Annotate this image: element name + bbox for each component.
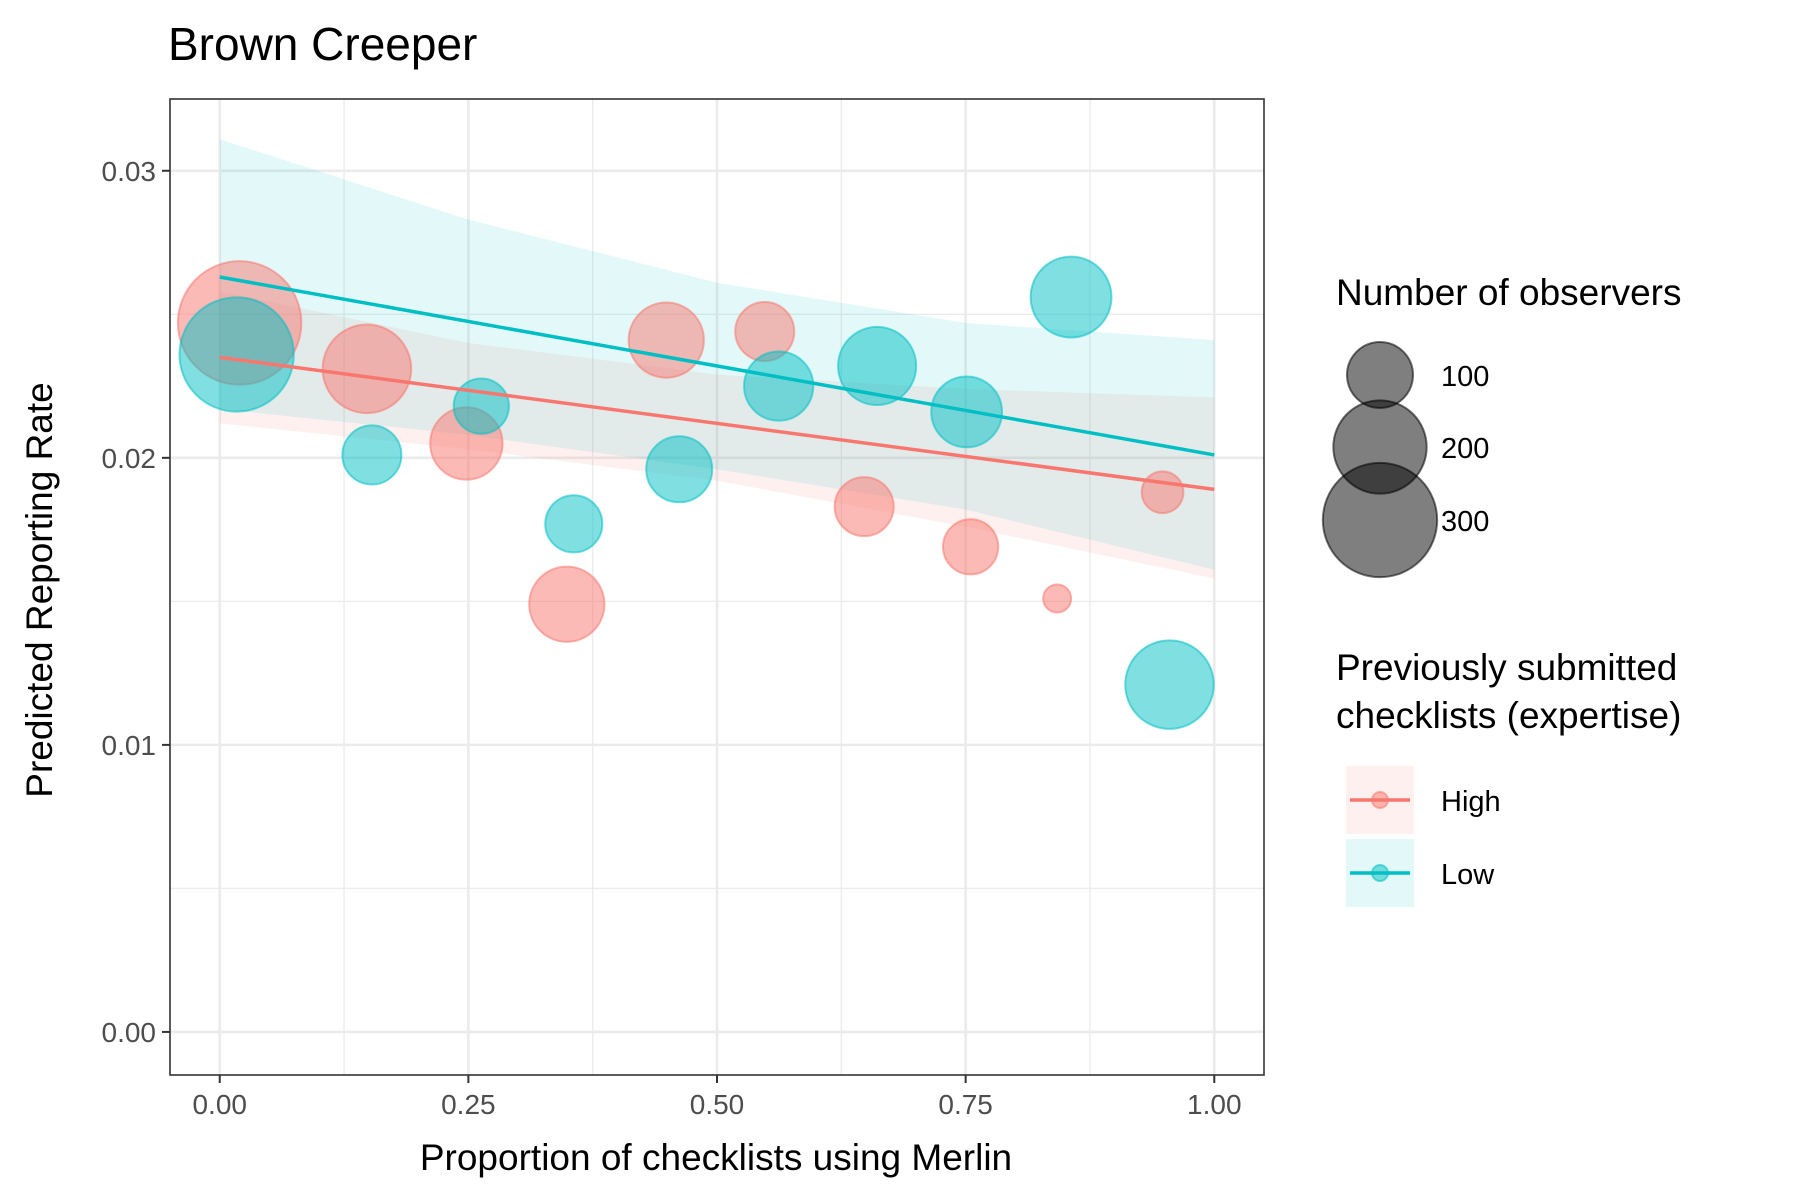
y-tick-label: 0.01	[102, 730, 157, 761]
y-axis-title: Predicted Reporting Rate	[19, 382, 60, 797]
x-tick-label: 1.00	[1187, 1089, 1242, 1120]
data-point-low	[178, 296, 295, 413]
data-point-low	[1029, 255, 1113, 339]
color-legend-title-line-1: Previously submitted	[1336, 647, 1677, 688]
color-legend-label: High	[1441, 786, 1501, 818]
size-legend-key	[1321, 461, 1439, 579]
color-legend-key-point	[1371, 791, 1389, 809]
data-point-low	[743, 350, 815, 422]
data-point-low	[341, 424, 403, 486]
chart-title: Brown Creeper	[168, 18, 477, 70]
y-tick-label: 0.02	[102, 443, 157, 474]
x-tick-label: 0.00	[192, 1089, 247, 1120]
x-tick-label: 0.50	[690, 1089, 745, 1120]
data-point-low	[544, 494, 604, 554]
size-legend-key	[1346, 341, 1414, 409]
color-legend-key-point	[1371, 864, 1389, 882]
x-tick-label: 0.25	[441, 1089, 496, 1120]
trend-line-low	[219, 275, 1215, 457]
data-point-low	[452, 377, 510, 435]
data-point-high	[1042, 583, 1073, 614]
data-point-high	[627, 301, 705, 379]
data-point-high	[833, 476, 895, 538]
data-point-high	[1140, 470, 1185, 515]
data-point-low	[1124, 639, 1215, 730]
x-tick-label: 0.75	[938, 1089, 993, 1120]
data-point-low	[645, 435, 714, 504]
data-point-high	[321, 323, 413, 415]
data-point-high	[941, 518, 1000, 576]
confidence-ribbon-low	[219, 139, 1215, 570]
size-legend-label: 100	[1441, 361, 1489, 393]
trend-line-high	[219, 355, 1215, 492]
size-legend-label: 300	[1441, 506, 1489, 538]
data-point-high	[528, 565, 606, 643]
color-legend-label: Low	[1441, 859, 1495, 891]
color-legend-title-line-2: checklists (expertise)	[1336, 695, 1681, 736]
size-legend-title: Number of observers	[1336, 272, 1681, 313]
x-axis-title: Proportion of checklists using Merlin	[420, 1137, 1012, 1178]
y-tick-label: 0.00	[102, 1017, 157, 1048]
confidence-ribbon-high	[219, 291, 1215, 579]
plot-area: 0.00 0.25 0.50 0.75 1.00 0.00 0.01 0.02 0.03	[102, 98, 1265, 1120]
legend: Number of observers Previously submitted…	[1321, 272, 1681, 907]
data-point-low	[837, 325, 918, 407]
size-legend-label: 200	[1441, 433, 1489, 465]
y-tick-label: 0.03	[102, 156, 157, 187]
